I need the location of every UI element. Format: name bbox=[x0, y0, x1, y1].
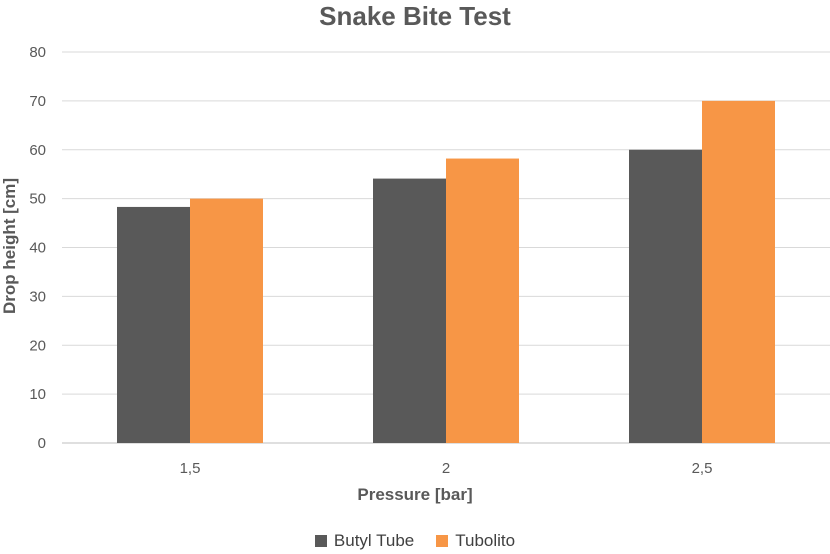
bar-tubolito-2 bbox=[702, 100, 775, 443]
legend-label-butyl-tube: Butyl Tube bbox=[333, 531, 415, 550]
y-tick-label: 60 bbox=[29, 142, 46, 159]
legend-swatch-tubolito bbox=[436, 535, 449, 547]
bar-tubolito-1 bbox=[446, 158, 519, 444]
x-tick-label: 2 bbox=[442, 460, 450, 477]
y-tick-label: 40 bbox=[29, 240, 46, 257]
bar-butyl-tube-1 bbox=[373, 178, 446, 443]
legend-swatch-butyl-tube bbox=[314, 535, 327, 547]
y-tick-label: 30 bbox=[29, 288, 46, 305]
chart-title: Snake Bite Test bbox=[319, 1, 511, 31]
x-tick-label: 1,5 bbox=[180, 460, 201, 477]
legend-item-butyl-tube: Butyl Tube bbox=[314, 531, 415, 551]
bar-butyl-tube-0 bbox=[117, 206, 190, 443]
x-tick-label: 2,5 bbox=[692, 460, 713, 477]
legend-item-tubolito: Tubolito bbox=[436, 531, 515, 551]
y-axis-label: Drop height [cm] bbox=[0, 178, 19, 314]
y-tick-label: 10 bbox=[29, 386, 46, 403]
bar-tubolito-0 bbox=[190, 198, 263, 443]
x-axis-label: Pressure [bar] bbox=[357, 485, 473, 504]
y-tick-labels: 0 10 20 30 40 50 60 70 80 bbox=[29, 44, 46, 452]
y-tick-label: 70 bbox=[29, 93, 46, 110]
bars bbox=[117, 100, 775, 444]
x-tick-labels: 1,5 2 2,5 bbox=[180, 460, 713, 477]
bar-butyl-tube-2 bbox=[629, 149, 702, 443]
y-tick-label: 0 bbox=[38, 435, 46, 452]
legend: Butyl Tube Tubolito bbox=[0, 531, 830, 551]
y-tick-label: 50 bbox=[29, 191, 46, 208]
y-tick-label: 80 bbox=[29, 44, 46, 61]
y-tick-label: 20 bbox=[29, 337, 46, 354]
legend-label-tubolito: Tubolito bbox=[455, 531, 516, 550]
